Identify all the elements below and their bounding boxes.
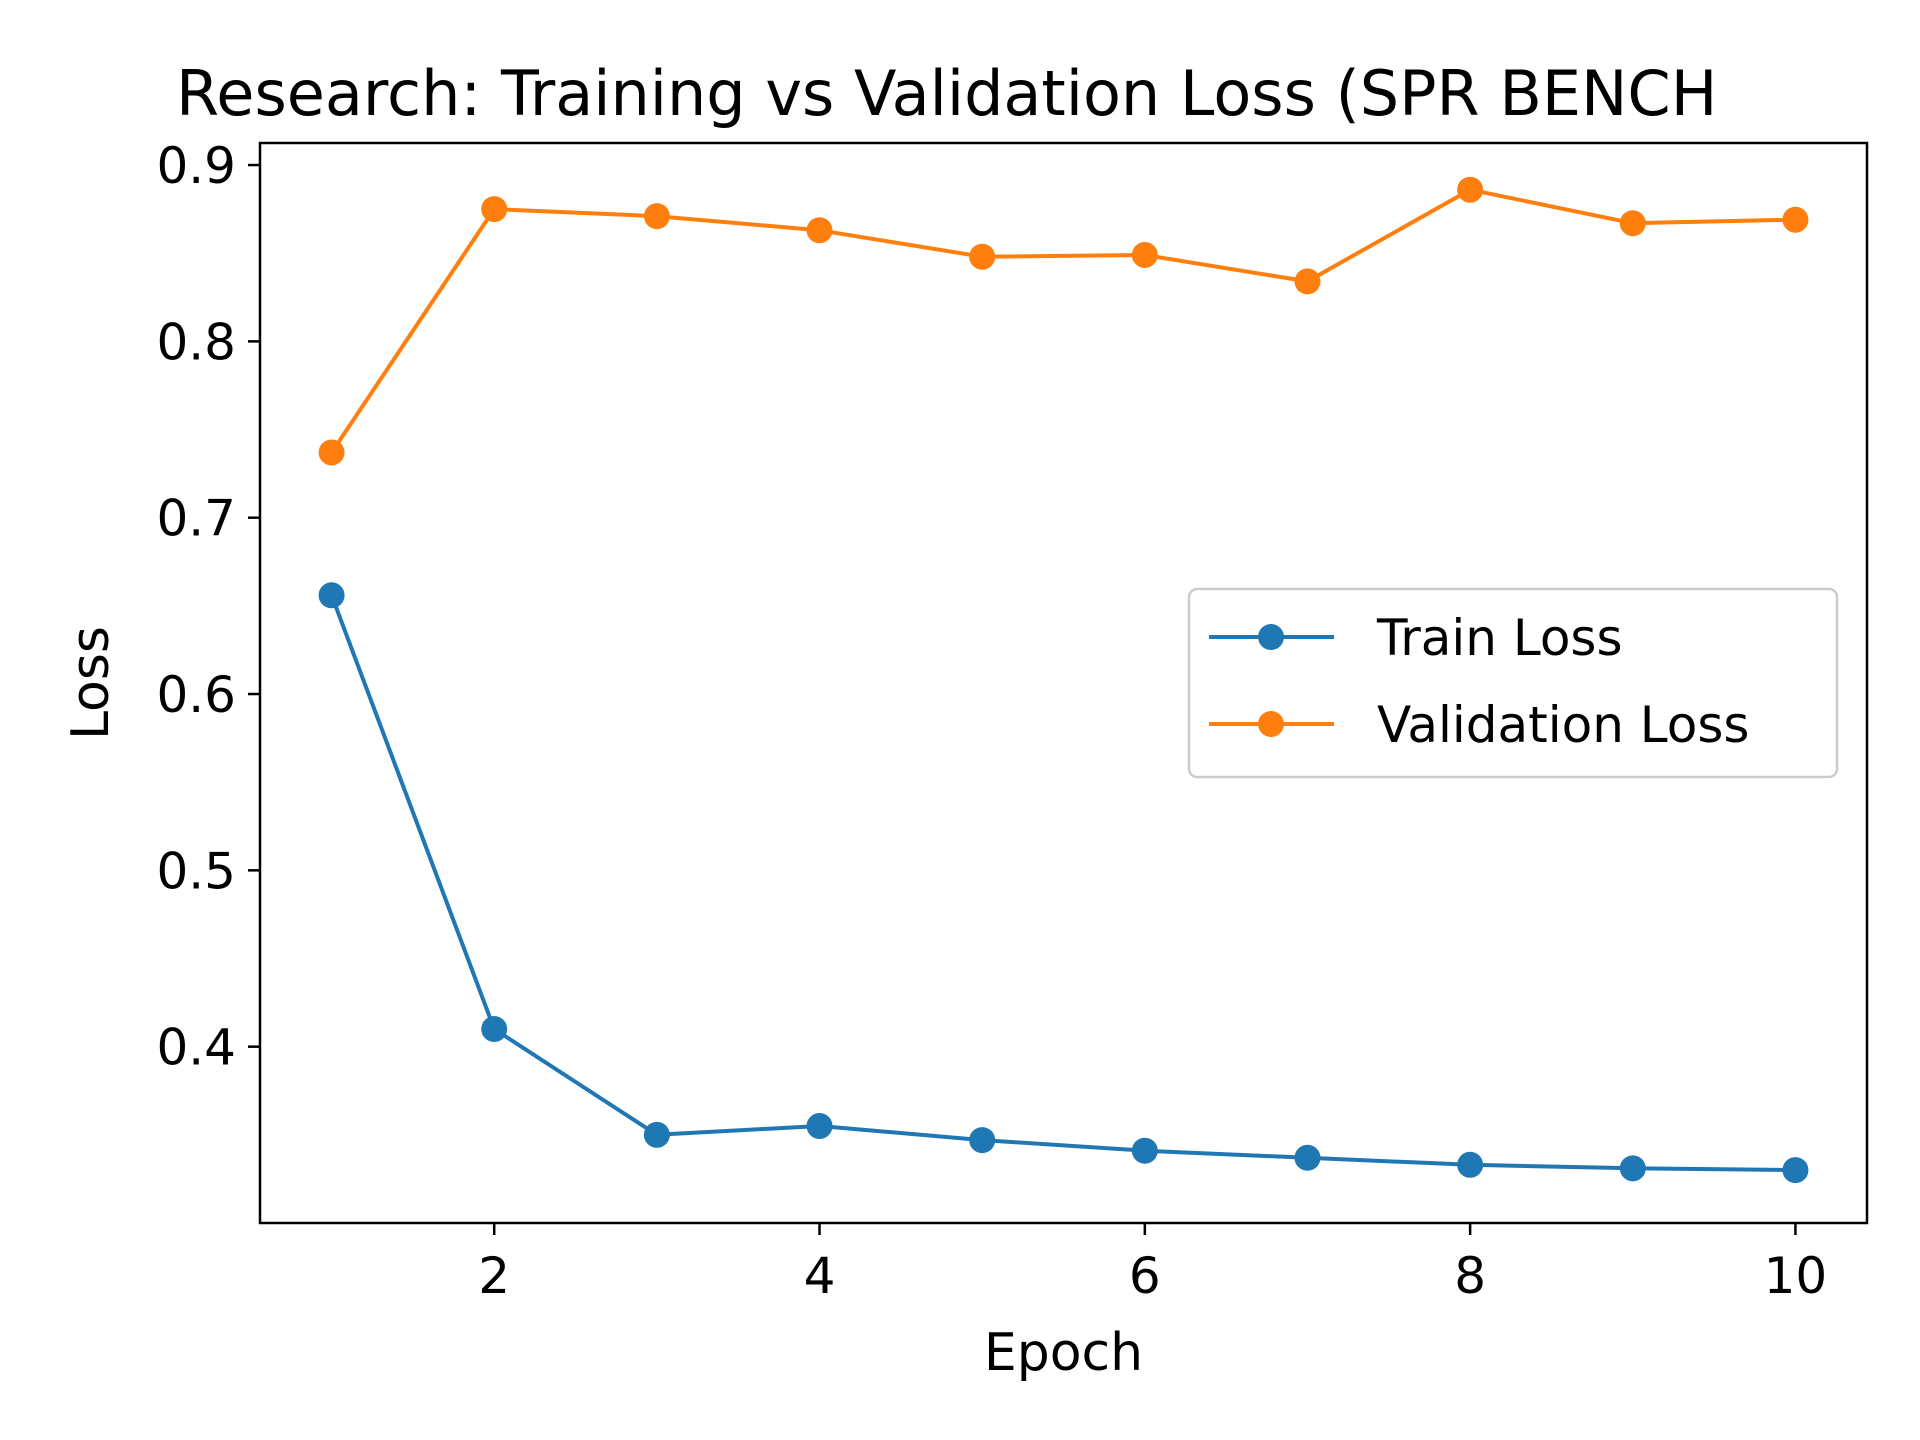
data-point-train-loss	[1131, 1137, 1158, 1164]
legend-marker-train-loss	[1258, 624, 1284, 650]
y-tick-label: 0.7	[156, 490, 236, 548]
y-tick-label: 0.5	[156, 842, 236, 900]
data-point-train-loss	[1782, 1157, 1809, 1184]
legend-marker-validation-loss	[1258, 711, 1284, 737]
data-point-validation-loss	[1782, 206, 1809, 233]
legend: Train Loss Validation Loss	[1187, 587, 1839, 779]
y-tick-label: 0.9	[156, 137, 236, 195]
y-tick-label: 0.4	[156, 1019, 236, 1077]
x-tick-label: 6	[1129, 1247, 1161, 1305]
y-axis-label: Loss	[61, 626, 121, 740]
data-point-validation-loss	[643, 203, 670, 230]
y-tick-label: 0.6	[156, 666, 236, 724]
x-tick-label: 10	[1764, 1247, 1828, 1305]
legend-label-validation-loss: Validation Loss	[1377, 696, 1749, 754]
plot-frame	[258, 141, 1869, 1225]
data-point-validation-loss	[969, 243, 996, 270]
data-point-validation-loss	[1619, 210, 1646, 237]
data-point-train-loss	[318, 582, 345, 609]
data-point-train-loss	[1457, 1151, 1484, 1178]
chart-title: Research: Training vs Validation Loss (S…	[176, 57, 1717, 130]
y-tick-label: 0.8	[156, 313, 236, 371]
x-tick-label: 8	[1454, 1247, 1486, 1305]
data-point-validation-loss	[806, 217, 833, 244]
series-line-train-loss	[329, 594, 1796, 1173]
x-tick-label: 4	[804, 1247, 836, 1305]
data-point-train-loss	[806, 1113, 833, 1140]
data-point-validation-loss	[1457, 176, 1484, 203]
data-point-train-loss	[1294, 1144, 1321, 1171]
data-point-train-loss	[643, 1121, 670, 1148]
x-axis-label: Epoch	[984, 1323, 1143, 1383]
plot-area: 2 4 6 8 10 0.4 0.5 0.6 0.7 0.8 0.9	[156, 137, 1869, 1305]
data-point-validation-loss	[481, 196, 508, 223]
data-point-train-loss	[1619, 1155, 1646, 1182]
data-point-validation-loss	[1294, 268, 1321, 295]
legend-label-train-loss: Train Loss	[1376, 609, 1623, 667]
data-point-train-loss	[481, 1016, 508, 1043]
data-point-validation-loss	[1131, 241, 1158, 268]
series-line-validation-loss	[329, 187, 1796, 454]
data-point-train-loss	[969, 1127, 996, 1154]
legend-box	[1187, 587, 1839, 779]
data-point-validation-loss	[318, 439, 345, 466]
x-tick-label: 2	[478, 1247, 510, 1305]
